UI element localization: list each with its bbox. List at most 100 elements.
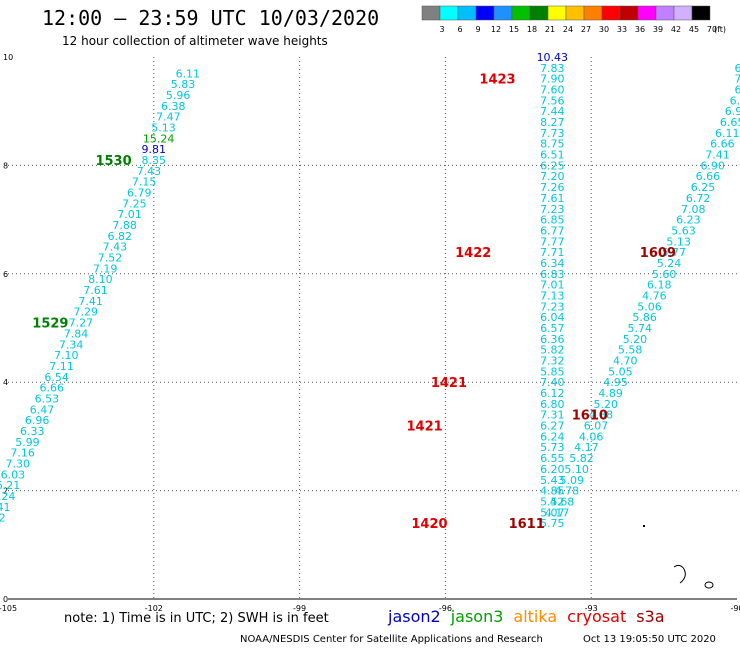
time-label: 1422: [455, 246, 491, 261]
data-label-track-east: 6.18: [647, 279, 672, 292]
data-label-track-west: 8.35: [142, 154, 167, 167]
satellite-legend: jason2 jason3 altika cryosat s3a: [388, 607, 675, 626]
data-label-track-west: 9.81: [142, 143, 167, 156]
colorbar-swatch: [637, 5, 657, 21]
data-label-track-west: 7.25: [122, 197, 147, 210]
coastline-shape: [673, 564, 686, 584]
data-label-track-west: 6.21: [0, 479, 20, 492]
colorbar-swatch: [529, 5, 549, 21]
data-label-track-east: 4.95: [603, 376, 628, 389]
colorbar-swatch: [655, 5, 675, 21]
time-label: 1423: [479, 73, 515, 88]
data-label-track-west: 7.10: [54, 349, 79, 362]
x-tick-label: -96: [439, 604, 452, 613]
data-label-track-east: 5.60: [652, 268, 677, 281]
colorbar-swatch: [421, 5, 441, 21]
data-label-track-east: 4.88: [589, 409, 614, 422]
data-label-track-middle: 7.71: [540, 246, 565, 259]
legend-item-s3a: s3a: [636, 607, 665, 626]
data-label-track-middle: 7.20: [540, 170, 565, 183]
colorbar-swatch: [493, 5, 513, 21]
colorbar-swatch: [475, 5, 495, 21]
data-label-track-west: 6.66: [39, 382, 64, 395]
colorbar-unit: (ft): [714, 25, 726, 34]
colorbar-label: 42: [671, 25, 681, 34]
data-label-track-west: 6.11: [176, 67, 201, 80]
island-shape: [704, 581, 714, 589]
colorbar-swatch: [511, 5, 531, 21]
data-label-track-middle: 6.57: [540, 322, 565, 335]
data-label-track-east: 6.23: [676, 214, 701, 227]
data-label-track-middle: 7.26: [540, 181, 565, 194]
data-label-track-east: 6.72: [686, 192, 711, 205]
x-tick-label: -93: [585, 604, 598, 613]
time-label: 1420: [411, 517, 447, 532]
data-label-track-east: 7.41: [705, 149, 730, 162]
timestamp-text: Oct 13 19:05:50 UTC 2020: [583, 634, 716, 645]
data-label-track-middle: 5.85: [540, 365, 565, 378]
data-label-track-west: 6.47: [30, 403, 55, 416]
data-label-track-middle: 7.73: [540, 127, 565, 140]
data-label-track-east: 5.05: [608, 365, 633, 378]
data-label-track-middle: 7.44: [540, 105, 565, 118]
x-tick-label: -102: [145, 604, 163, 613]
data-label-track-west: 7.19: [93, 262, 118, 275]
data-label-track-west: 5.83: [171, 78, 196, 91]
data-label-track-middle: 5.52: [540, 495, 565, 508]
data-label-track-west: 15.24: [143, 132, 175, 145]
data-label-track-middle: 6.34: [540, 257, 565, 270]
data-label-track-east: 5.82: [569, 452, 594, 465]
data-label-track-middle: 5.75: [540, 517, 565, 530]
data-label-track-middle: 7.01: [540, 279, 565, 292]
data-label-track-east: 6.94: [725, 105, 740, 118]
data-label-track-middle: 8.75: [540, 138, 565, 151]
data-label-track-east: 5.06: [637, 300, 662, 313]
data-label-track-middle: 7.32: [540, 355, 565, 368]
data-label-track-west: 7.43: [103, 241, 128, 254]
data-label-track-middle: 5.07: [540, 506, 565, 519]
data-label-track-east: 4.06: [579, 430, 604, 443]
data-label-track-west: 7.41: [78, 295, 103, 308]
data-label-track-west: 7.52: [98, 252, 123, 265]
colorbar-swatch: [691, 5, 711, 21]
chart-subtitle: 12 hour collection of altimeter wave hei…: [62, 34, 328, 48]
data-label-track-east: 6.66: [696, 170, 721, 183]
data-label-track-west: 5.96: [166, 89, 191, 102]
colorbar-label: 21: [545, 25, 555, 34]
legend-item-jason3: jason3: [450, 607, 504, 626]
data-label-track-west: 7.27: [69, 317, 94, 330]
data-label-track-west: 6.24: [0, 490, 15, 503]
data-label-track-west: 6.82: [108, 230, 133, 243]
colorbar-swatch: [673, 5, 693, 21]
data-label-track-east: 4.78: [555, 485, 580, 498]
time-label: 1609: [640, 246, 676, 261]
colorbar-swatch: [439, 5, 459, 21]
colorbar-swatch: [547, 5, 567, 21]
data-label-track-middle: 5.73: [540, 441, 565, 454]
data-label-track-west: 7.41: [0, 501, 11, 514]
x-tick-label: -90: [730, 604, 740, 613]
data-label-track-east: 4.76: [642, 289, 667, 302]
credit-text: NOAA/NESDIS Center for Satellite Applica…: [240, 634, 543, 645]
data-label-track-west: 7.84: [64, 327, 89, 340]
data-label-track-east: 4.17: [574, 441, 599, 454]
y-tick-label: 4: [3, 378, 8, 387]
y-tick-label: 10: [3, 53, 13, 62]
data-label-track-middle: 6.85: [540, 214, 565, 227]
data-label-track-middle: 7.23: [540, 300, 565, 313]
time-label: 1529: [32, 317, 68, 332]
data-label-track-middle: 6.77: [540, 224, 565, 237]
data-label-track-west: 6.54: [44, 371, 69, 384]
data-label-track-east: 6.87: [734, 84, 740, 97]
colorbar-swatch: [565, 5, 585, 21]
data-label-track-east: 6.86: [730, 94, 740, 107]
data-label-track-west: 6.38: [161, 100, 186, 113]
data-label-track-middle: 7.90: [540, 73, 565, 86]
data-label-track-east: 5.77: [662, 246, 687, 259]
data-label-track-middle: 7.56: [540, 94, 565, 107]
data-label-track-middle: 6.20: [540, 463, 565, 476]
time-label: 1421: [431, 376, 467, 391]
legend-item-cryosat: cryosat: [567, 607, 627, 626]
data-label-track-middle: 7.60: [540, 84, 565, 97]
